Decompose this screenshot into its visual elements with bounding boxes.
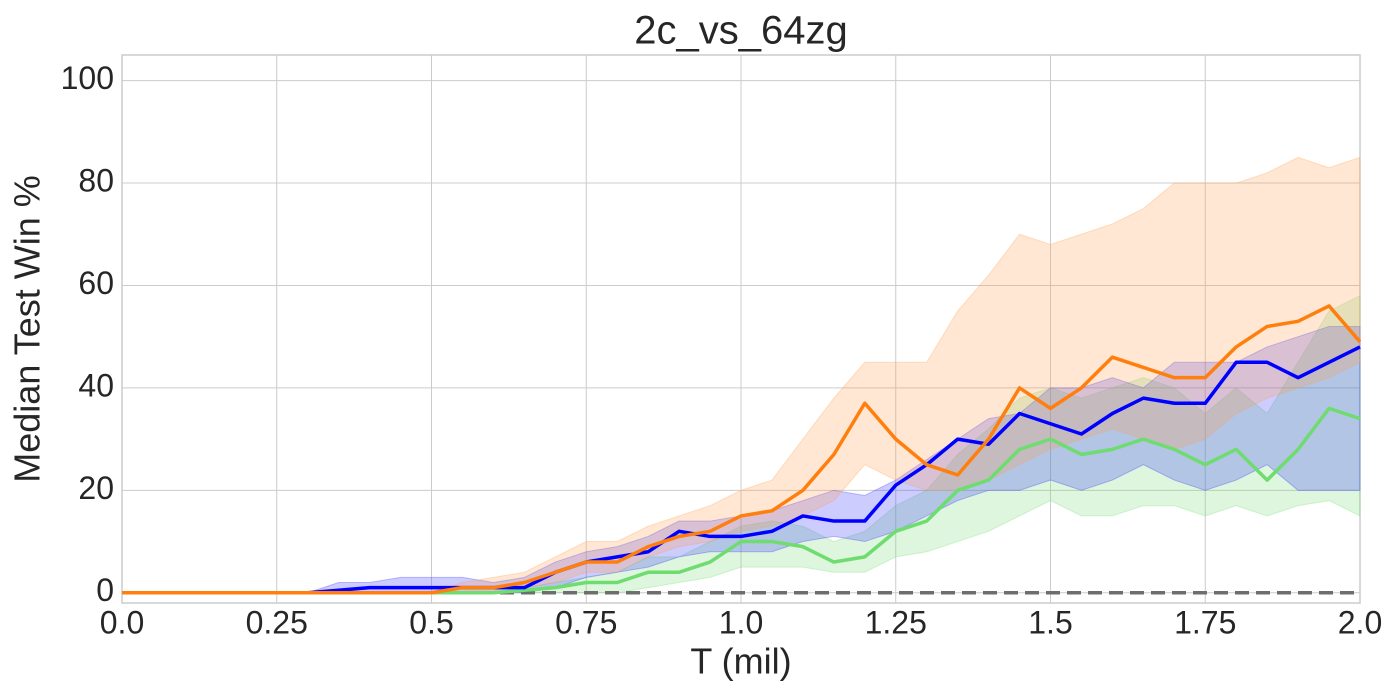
y-tick-label: 60	[78, 265, 114, 301]
x-tick-label: 1.5	[1028, 604, 1072, 640]
chart-title: 2c_vs_64zg	[634, 9, 847, 53]
x-tick-label: 1.75	[1174, 604, 1236, 640]
y-axis-label: Median Test Win %	[7, 175, 48, 482]
x-axis-label: T (mil)	[690, 641, 791, 682]
y-tick-label: 100	[61, 60, 114, 96]
x-tick-label: 0.0	[100, 604, 144, 640]
band	[122, 156, 1361, 594]
x-tick-label: 0.5	[409, 604, 453, 640]
y-tick-label: 40	[78, 367, 114, 403]
series-line	[122, 304, 1362, 595]
y-tick-label: 20	[78, 470, 114, 506]
x-tick-label: 1.0	[719, 604, 763, 640]
y-tick-label: 80	[78, 162, 114, 198]
x-tick-label: 0.75	[555, 604, 617, 640]
y-tick-label: 0	[96, 572, 114, 608]
x-tick-label: 1.25	[865, 604, 927, 640]
band	[122, 294, 1361, 594]
x-tick-label: 2.0	[1338, 604, 1382, 640]
x-tick-label: 0.25	[246, 604, 308, 640]
